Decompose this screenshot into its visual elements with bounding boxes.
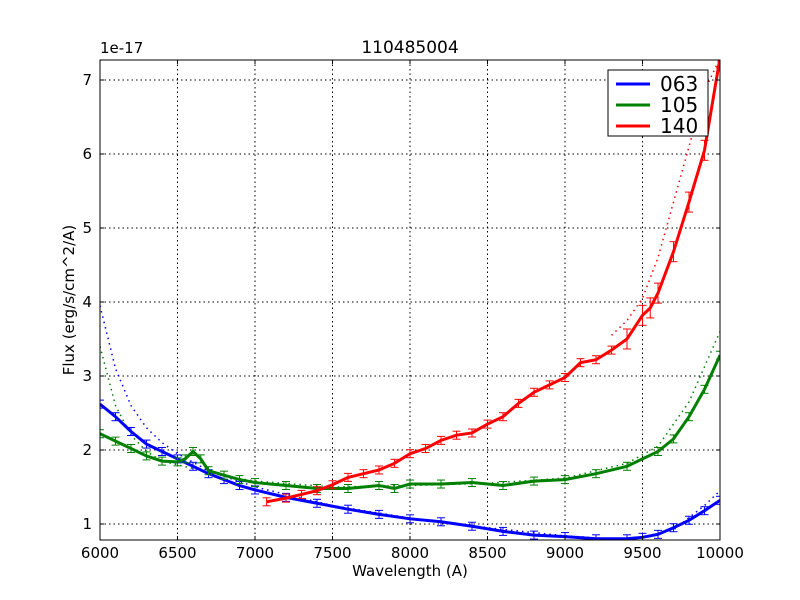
y-axis-label: Flux (erg/s/cm^2/A) (60, 225, 78, 376)
x-tick-label: 7000 (236, 544, 274, 562)
x-tick-label: 9000 (546, 544, 584, 562)
legend-label-105: 105 (660, 93, 698, 117)
x-tick-label: 8500 (468, 544, 506, 562)
y-tick-label: 4 (82, 293, 92, 311)
series-line-105 (100, 354, 720, 491)
data-series (100, 60, 720, 540)
x-tick-label: 9500 (623, 544, 661, 562)
x-tick-label: 6500 (158, 544, 196, 562)
x-tick-label: 8000 (391, 544, 429, 562)
x-tick-label: 7500 (313, 544, 351, 562)
x-axis-label: Wavelength (A) (352, 562, 468, 580)
series-line-140 (266, 60, 720, 504)
fit-curve-105 (100, 331, 720, 488)
x-tick-label: 6000 (81, 544, 119, 562)
x-tick-label: 10000 (696, 544, 744, 562)
y-tick-label: 7 (82, 71, 92, 89)
grid-lines (100, 60, 720, 540)
legend-label-063: 063 (660, 72, 698, 96)
y-tick-label: 5 (82, 219, 92, 237)
y-tick-label: 1 (82, 515, 92, 533)
y-tick-label: 6 (82, 145, 92, 163)
y-offset-label: 1e-17 (100, 39, 143, 57)
y-tick-label: 2 (82, 441, 92, 459)
legend-label-140: 140 (660, 114, 698, 138)
axis-ticks: 6000 6500 7000 7500 8000 8500 9000 9500 10000 1 2 3… (81, 60, 744, 562)
series-line-063 (100, 402, 720, 540)
chart-title: 110485004 (361, 38, 458, 58)
y-tick-label: 3 (82, 367, 92, 385)
